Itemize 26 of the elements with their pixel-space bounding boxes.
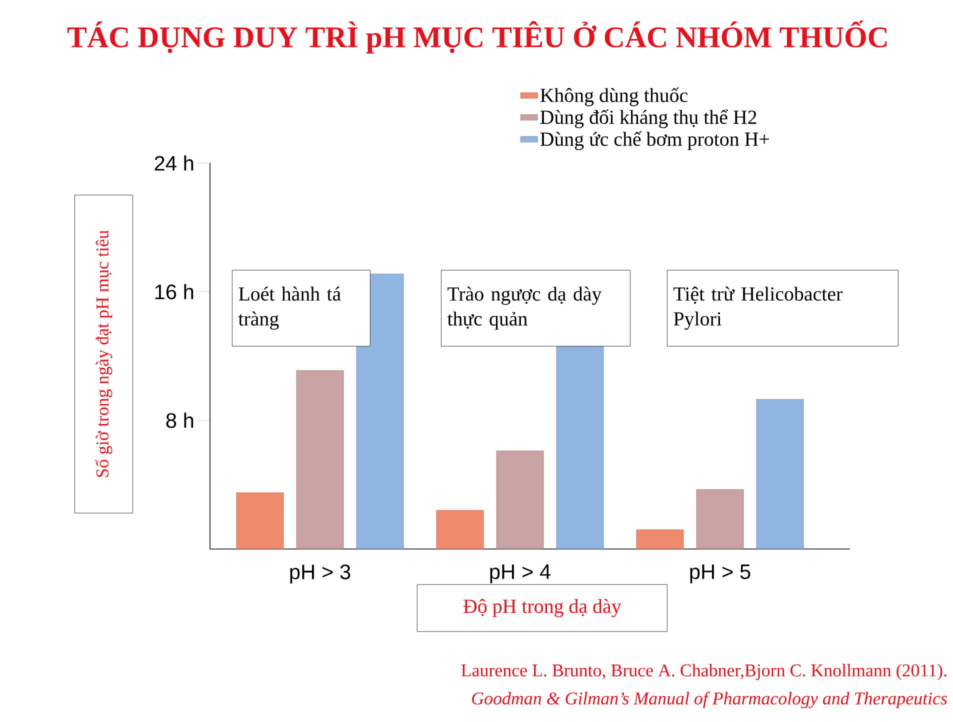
y-axis-title: Số giờ trong ngày đạt pH mục tiêu bbox=[95, 230, 112, 477]
y-tick-label: 24 h bbox=[154, 155, 194, 171]
bar bbox=[356, 274, 404, 549]
bar bbox=[696, 489, 744, 549]
bar bbox=[496, 450, 544, 549]
bar bbox=[636, 529, 684, 549]
x-tick-label: pH > 5 bbox=[690, 564, 750, 584]
text: Laurence L. Brunto, Bruce A. Chabner,Bjorn C. Knollmann (2011). bbox=[461, 664, 946, 680]
x-tick-label: pH > 4 bbox=[490, 564, 550, 584]
annotation: Loét hành tá tràng bbox=[238, 286, 341, 330]
bar bbox=[436, 510, 484, 549]
bar bbox=[756, 399, 804, 549]
annotation: Tiệt trừ Helicobacter Pylori bbox=[674, 286, 842, 330]
bar bbox=[556, 346, 604, 549]
legend-label: Dùng đối kháng thụ thể H2 bbox=[540, 109, 756, 128]
y-tick-label: 8 h bbox=[166, 412, 194, 428]
y-tick-label: 16 h bbox=[155, 284, 194, 300]
x-tick-label: pH > 3 bbox=[290, 564, 350, 584]
chart-title: TÁC DỤNG DUY TRÌ pH MỤC TIÊU Ở CÁC NHÓM THUỐC bbox=[68, 20, 887, 54]
x-axis-title: Độ pH trong dạ dày bbox=[464, 598, 622, 618]
bar bbox=[296, 370, 344, 549]
annotation: Trào ngược dạ dày thực quản bbox=[447, 286, 602, 330]
text: Goodman & Gilman’s Manual of Pharmacology and Therapeutics bbox=[472, 692, 947, 708]
bar bbox=[236, 492, 284, 549]
legend-label: Không dùng thuốc bbox=[540, 87, 688, 106]
legend-label: Dùng ức chế bơm proton H+ bbox=[540, 131, 769, 150]
